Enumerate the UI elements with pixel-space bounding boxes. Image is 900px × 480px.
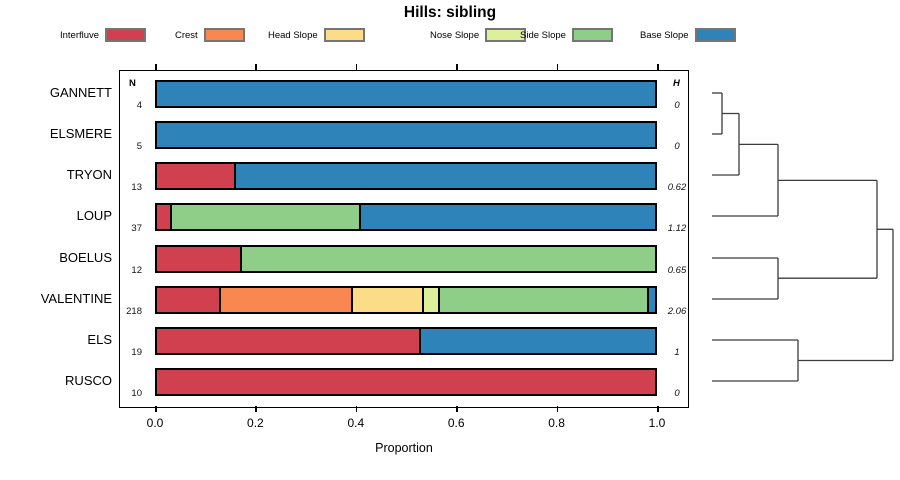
bar-segment: [157, 246, 241, 271]
legend-swatch: [571, 28, 613, 42]
legend-label: Base Slope: [640, 29, 689, 41]
x-axis-title: Proportion: [375, 441, 433, 455]
x-tick-top: [556, 64, 559, 70]
legend-item: Base Slope: [640, 27, 736, 43]
legend-label: Nose Slope: [430, 29, 480, 41]
bar-segment: [437, 287, 648, 312]
legend-swatch: [694, 28, 736, 42]
h-value: 0: [674, 141, 680, 153]
legend-label: Interfluve: [60, 29, 100, 41]
n-value: 218: [126, 305, 142, 317]
bar-row: [155, 285, 657, 314]
y-axis-label: BOELUS: [59, 249, 112, 265]
n-value: 4: [136, 100, 142, 111]
bar-segment: [218, 287, 352, 312]
bar-segment: [157, 370, 655, 394]
bar-segment: [240, 246, 655, 271]
y-axis-label: RUSCO: [65, 373, 112, 388]
x-tick: [456, 406, 458, 412]
legend-label: Crest: [175, 29, 198, 41]
legend-item: Interfluve: [60, 27, 147, 43]
x-tick-label: 0.0: [146, 416, 164, 430]
x-tick-top: [657, 64, 659, 70]
legend-swatch: [105, 28, 147, 42]
bar-row: [155, 121, 657, 150]
h-value: 0: [674, 388, 680, 399]
bar-segment: [157, 205, 171, 230]
x-tick-top: [155, 64, 157, 70]
n-column-header: N: [129, 78, 136, 89]
x-tick: [556, 406, 559, 412]
legend-item: Side Slope: [520, 27, 613, 43]
legend-label: Head Slope: [268, 29, 318, 41]
bar-segment: [351, 287, 422, 312]
n-value: 37: [131, 223, 142, 235]
x-tick-top: [355, 64, 358, 70]
bar-row: [155, 203, 657, 232]
plot-area: N H 4 0 5 0 13 0.62 37 1.12 12 0.65 218 2.06 19 1 10 0: [119, 64, 689, 412]
legend-swatch: [323, 28, 365, 42]
y-axis-label: VALENTINE: [40, 290, 112, 306]
bar-segment: [157, 164, 234, 189]
x-tick: [355, 406, 358, 412]
bar-segment: [421, 287, 438, 312]
x-tick-label: 0.2: [247, 416, 264, 430]
n-value: 12: [131, 264, 142, 276]
bar-segment: [418, 328, 655, 353]
legend-label: Side Slope: [520, 29, 566, 41]
legend-item: Nose Slope: [430, 27, 527, 43]
legend-swatch: [485, 28, 527, 42]
y-axis-labels: GANNETT ELSMERE TRYON LOUP BOELUS VALENTINE EL…: [0, 70, 112, 408]
bar-row: [155, 244, 657, 273]
h-value: 0.62: [667, 182, 687, 194]
bar-segment: [358, 205, 655, 230]
n-value: 13: [131, 182, 142, 194]
n-value: 10: [131, 388, 142, 399]
x-tick-label: 0.4: [347, 416, 365, 430]
bar-row: [155, 162, 657, 191]
h-value: 2.06: [667, 305, 687, 317]
x-tick-label: 0.8: [548, 416, 565, 430]
chart-title: Hills: sibling: [403, 4, 497, 21]
dendrogram: [712, 92, 894, 382]
bar-row: [155, 80, 657, 108]
x-tick: [657, 406, 659, 412]
bar-segment: [157, 287, 219, 312]
x-tick-label: 1.0: [648, 416, 666, 430]
h-value: 0: [674, 100, 680, 111]
legend-item: Crest: [175, 27, 245, 43]
x-tick: [155, 406, 157, 412]
y-axis-label: LOUP: [76, 208, 112, 224]
bar-segment: [233, 164, 655, 189]
legend-item: Head Slope: [268, 27, 365, 43]
n-value: 5: [136, 141, 142, 153]
y-axis-label: TRYON: [66, 167, 112, 183]
x-tick-top: [456, 64, 458, 70]
y-axis-label: GANNETT: [49, 85, 112, 100]
bar-row: [155, 326, 657, 355]
bar-segment: [157, 328, 419, 353]
y-axis-label: ELSMERE: [49, 126, 112, 142]
bar-segment: [170, 205, 359, 230]
bar-row: [155, 368, 657, 396]
h-value: 1.12: [667, 223, 687, 235]
bar-segment: [647, 287, 655, 312]
n-value: 19: [131, 346, 142, 358]
bar-segment: [157, 123, 655, 148]
y-axis-label: ELS: [87, 331, 112, 347]
x-tick: [255, 406, 257, 412]
legend-swatch: [203, 28, 245, 42]
h-value: 1: [674, 346, 680, 358]
bar-segment: [157, 82, 655, 106]
h-value: 0.65: [667, 264, 687, 276]
h-column-header: H: [673, 78, 680, 89]
x-tick-label: 0.6: [447, 416, 465, 430]
x-tick-top: [255, 64, 257, 70]
